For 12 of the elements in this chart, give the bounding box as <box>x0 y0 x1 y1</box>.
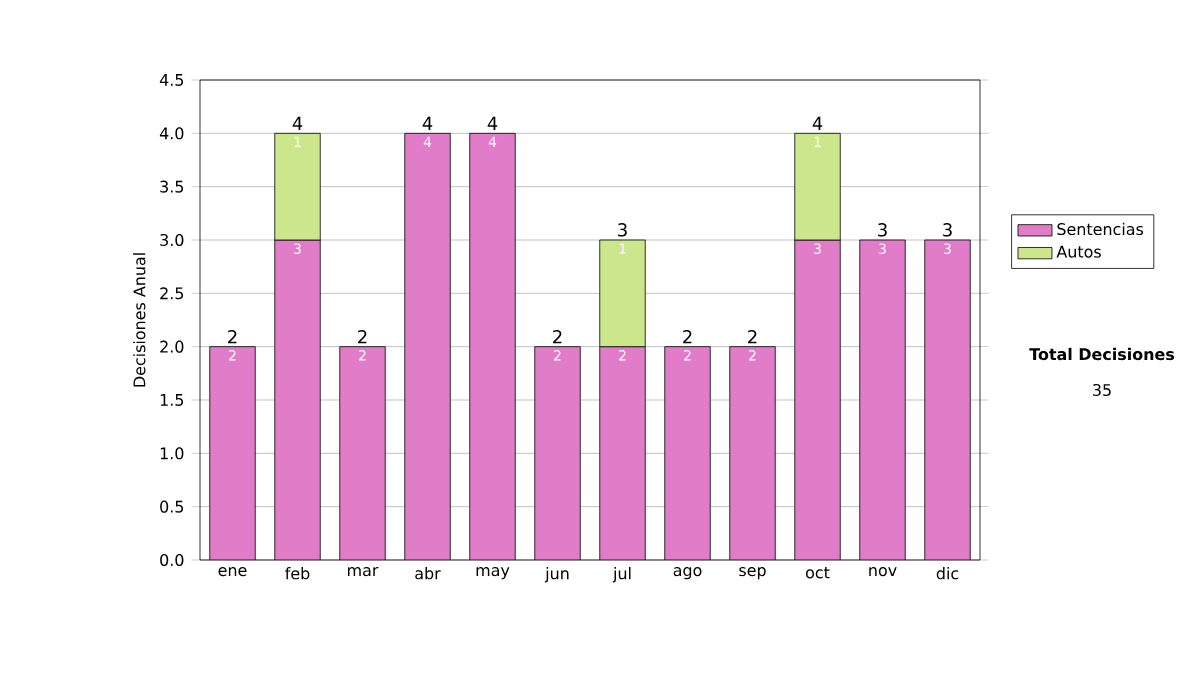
total-label: 2 <box>748 329 757 344</box>
total-label: 4 <box>812 116 823 130</box>
total-label: 2 <box>553 329 562 344</box>
total-label: 2 <box>683 329 692 344</box>
total-label: 3 <box>943 223 952 237</box>
total-label: 3 <box>618 223 627 237</box>
total-label: 4 <box>487 116 498 130</box>
total-label: 2 <box>228 329 237 344</box>
total-label: 3 <box>878 223 887 237</box>
total-label: 4 <box>422 116 433 130</box>
total-label: 4 <box>292 116 303 130</box>
total-label: 2 <box>358 329 367 344</box>
